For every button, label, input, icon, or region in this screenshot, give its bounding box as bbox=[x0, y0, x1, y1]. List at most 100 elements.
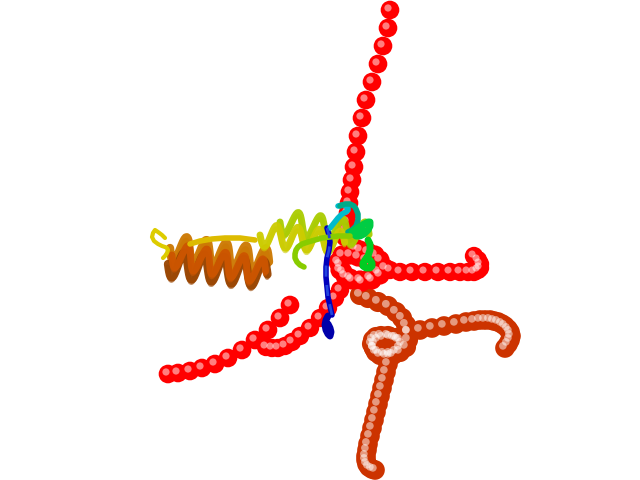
Point bbox=[369, 406, 379, 414]
Point bbox=[471, 254, 481, 262]
Point bbox=[377, 348, 387, 356]
Point bbox=[365, 422, 375, 430]
Point bbox=[475, 316, 485, 324]
Point bbox=[336, 266, 346, 274]
Point bbox=[375, 271, 385, 279]
Point bbox=[387, 332, 397, 340]
Point bbox=[405, 266, 415, 274]
Point bbox=[395, 338, 405, 346]
Polygon shape bbox=[352, 222, 370, 236]
Point bbox=[305, 324, 315, 332]
Point bbox=[413, 324, 423, 332]
Point bbox=[363, 440, 373, 448]
Point bbox=[383, 302, 393, 310]
Point bbox=[365, 76, 375, 84]
Point bbox=[373, 268, 383, 276]
Point bbox=[331, 256, 341, 264]
Point bbox=[381, 352, 391, 360]
Point bbox=[342, 197, 352, 205]
Point bbox=[338, 231, 348, 239]
Point bbox=[395, 344, 405, 352]
Point bbox=[362, 446, 372, 454]
Point bbox=[401, 343, 411, 351]
Point bbox=[397, 340, 407, 348]
Point bbox=[467, 250, 477, 258]
Point bbox=[377, 374, 387, 382]
Point bbox=[275, 314, 285, 322]
Point bbox=[388, 332, 399, 340]
Point bbox=[390, 334, 401, 342]
Point bbox=[357, 114, 367, 122]
Point bbox=[271, 342, 281, 350]
Point bbox=[380, 264, 390, 272]
Point bbox=[371, 296, 381, 304]
Point bbox=[370, 466, 380, 474]
Point bbox=[403, 336, 413, 344]
Point bbox=[375, 351, 385, 359]
Point bbox=[383, 24, 393, 32]
Point bbox=[403, 328, 413, 336]
Point bbox=[347, 276, 357, 284]
Point bbox=[436, 320, 447, 328]
Point bbox=[365, 274, 375, 282]
Point bbox=[373, 254, 383, 262]
Point bbox=[395, 312, 405, 320]
Point bbox=[370, 251, 380, 259]
Point bbox=[439, 322, 449, 330]
Point bbox=[163, 370, 173, 378]
Point bbox=[335, 249, 345, 257]
Point bbox=[399, 319, 409, 327]
Point bbox=[368, 338, 378, 346]
Point bbox=[383, 331, 393, 339]
Point bbox=[369, 416, 379, 424]
Point bbox=[248, 334, 258, 342]
Point bbox=[263, 326, 273, 334]
Point bbox=[235, 344, 245, 352]
Point bbox=[485, 316, 495, 324]
Point bbox=[500, 344, 510, 352]
Point bbox=[383, 332, 393, 340]
Point bbox=[340, 233, 350, 241]
Point bbox=[338, 270, 348, 278]
Point bbox=[359, 454, 369, 462]
Point bbox=[453, 266, 463, 274]
Point bbox=[367, 414, 377, 422]
Point bbox=[500, 323, 511, 331]
Point bbox=[283, 299, 293, 307]
Point bbox=[353, 289, 363, 297]
Point bbox=[395, 348, 405, 356]
Point bbox=[343, 272, 353, 280]
Point bbox=[381, 330, 391, 337]
Point bbox=[371, 398, 381, 406]
Point bbox=[393, 342, 403, 349]
Point bbox=[369, 331, 379, 339]
Point bbox=[360, 458, 370, 466]
Point bbox=[371, 334, 381, 342]
Point bbox=[503, 325, 513, 333]
Point bbox=[467, 266, 477, 274]
Point bbox=[367, 78, 377, 86]
Point bbox=[418, 266, 428, 274]
Point bbox=[345, 174, 355, 182]
Point bbox=[388, 351, 398, 359]
Point bbox=[195, 362, 205, 370]
Point bbox=[403, 328, 413, 336]
Point bbox=[393, 336, 403, 344]
Point bbox=[355, 276, 365, 284]
Point bbox=[377, 384, 387, 392]
Point bbox=[185, 367, 195, 375]
Point bbox=[372, 390, 383, 398]
Point bbox=[351, 148, 361, 156]
Point bbox=[463, 268, 473, 276]
Point bbox=[371, 58, 381, 66]
Point bbox=[197, 364, 207, 372]
Point bbox=[383, 264, 393, 272]
Point bbox=[375, 256, 385, 264]
Point bbox=[173, 369, 183, 377]
Point bbox=[333, 258, 343, 266]
Point bbox=[375, 392, 385, 400]
Point bbox=[443, 266, 453, 274]
Point bbox=[367, 342, 377, 349]
Point bbox=[401, 326, 411, 334]
Point bbox=[361, 256, 371, 264]
